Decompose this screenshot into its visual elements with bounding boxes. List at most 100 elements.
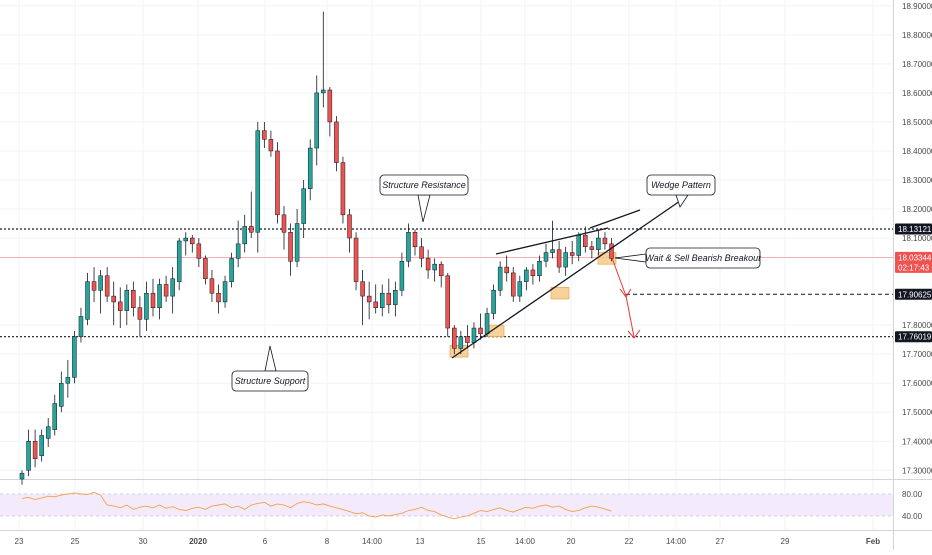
- wedge-pattern-callout-box: [646, 174, 716, 196]
- price-tick-label: 18.60000: [902, 89, 932, 98]
- structure-resistance-callout-text: Structure Resistance: [382, 180, 466, 190]
- candle-body: [65, 377, 71, 384]
- candle-body: [268, 139, 274, 152]
- price-label-box: [895, 331, 932, 343]
- candle-body: [32, 441, 38, 459]
- price-tick-label: 18.40000: [902, 147, 932, 156]
- candle-body: [183, 237, 188, 242]
- price-label-box: [895, 288, 932, 300]
- price-tick-label: 17.30000: [902, 466, 932, 475]
- candle-body: [360, 281, 365, 297]
- candle-body: [596, 237, 601, 250]
- price-label: 18.03344: [898, 253, 932, 262]
- candle-body: [288, 231, 293, 262]
- candle-body: [478, 327, 483, 335]
- candle-body: [321, 89, 326, 94]
- candle-body: [170, 278, 175, 297]
- candle-body: [196, 243, 202, 259]
- candle-body: [471, 327, 477, 343]
- candle-body: [576, 234, 581, 256]
- candle-body: [484, 313, 490, 335]
- rsi-tick-label: 40.00: [902, 512, 923, 521]
- candle-body: [209, 278, 215, 294]
- candle-body: [144, 292, 149, 320]
- arrow-head-1: [619, 288, 632, 298]
- candle-body: [393, 290, 398, 306]
- price-label-box: [895, 251, 932, 263]
- candle-body: [301, 188, 306, 224]
- wedge-lower-line: [451, 200, 681, 359]
- candle-body: [563, 252, 568, 268]
- date-label: 2020: [189, 537, 207, 546]
- price-label-box: [895, 261, 932, 273]
- breakout-callout-tail: [614, 253, 647, 263]
- candle-body: [124, 290, 130, 311]
- candle-body: [242, 226, 247, 245]
- date-label: 20: [567, 537, 576, 546]
- price-label-box: [895, 223, 932, 235]
- candle-body: [602, 237, 608, 245]
- wedge-upper-extension: [589, 209, 641, 229]
- price-axis: 18.90000 18.80000 18.70000 18.60000 18.50000…: [902, 2, 932, 475]
- candle-body: [157, 284, 162, 308]
- date-label: 15: [477, 537, 486, 546]
- candle-body: [255, 130, 261, 233]
- date-label: Feb: [866, 537, 880, 546]
- candle-body: [589, 246, 595, 250]
- candle-body: [111, 295, 116, 303]
- price-tick-label: 17.40000: [902, 437, 932, 446]
- candle-body: [98, 275, 103, 291]
- candle-body: [569, 252, 575, 256]
- candle-body: [235, 243, 241, 259]
- price-label: 18.13121: [898, 225, 932, 234]
- candle-body: [91, 281, 97, 291]
- price-tick-label: 18.90000: [902, 2, 932, 11]
- candle-body: [294, 223, 300, 262]
- price-tick-label: 18.30000: [902, 176, 932, 185]
- projection-arrows: [611, 257, 641, 339]
- projection-path: [611, 257, 635, 338]
- date-label: 13: [416, 537, 425, 546]
- candle-body: [432, 263, 437, 271]
- candle-body: [438, 263, 444, 277]
- candle-body: [72, 336, 77, 378]
- price-tick-label: 17.70000: [902, 350, 932, 359]
- price-tick-label: 18.70000: [902, 60, 932, 69]
- candle-body: [203, 258, 208, 279]
- breakout-callout-text: Wait & Sell Bearish Breakout: [645, 253, 761, 263]
- candle-body: [543, 252, 549, 262]
- price-tick-label: 18.10000: [902, 234, 932, 243]
- candle-body: [380, 292, 385, 308]
- candle-body: [537, 261, 542, 277]
- candle-body: [419, 246, 424, 259]
- candle-body: [150, 292, 156, 308]
- candle-body: [163, 284, 169, 297]
- candle-body: [556, 249, 562, 268]
- candle-body: [511, 272, 516, 297]
- candle-body: [347, 214, 352, 239]
- candle-body: [85, 281, 90, 320]
- arrow-head-2: [627, 329, 641, 339]
- rsi-band-fill: [0, 494, 893, 516]
- date-label: 22: [625, 537, 634, 546]
- date-label: 27: [716, 537, 725, 546]
- candle-body: [445, 275, 450, 329]
- candle-body: [307, 147, 313, 189]
- candle-body: [550, 249, 555, 253]
- wedge-pattern-callout-text: Wedge Pattern: [651, 180, 711, 190]
- candle-body: [190, 237, 195, 245]
- structure-support-callout-tail: [264, 345, 277, 372]
- candle-body: [137, 307, 143, 320]
- candle-body: [504, 266, 509, 274]
- candle-body: [452, 327, 457, 349]
- candle-body: [340, 162, 346, 216]
- candle-body: [222, 281, 228, 303]
- candle-body: [399, 261, 405, 291]
- candles: [19, 11, 614, 485]
- price-tick-label: 17.80000: [902, 321, 932, 330]
- candle-body: [458, 336, 464, 349]
- candle-body: [609, 243, 614, 259]
- date-label: 8: [325, 537, 330, 546]
